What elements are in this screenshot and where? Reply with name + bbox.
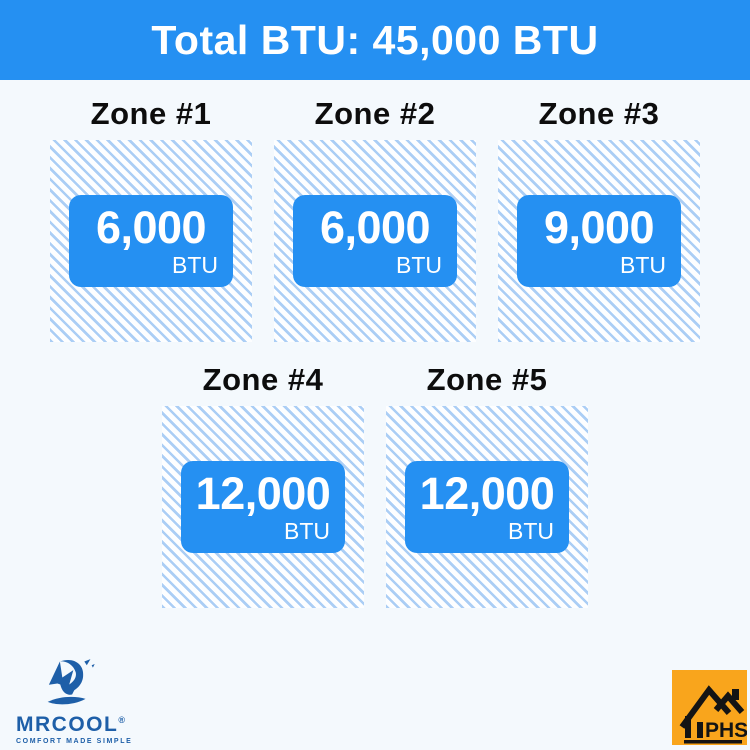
zone-1-btu-value: 6,000 xyxy=(95,201,207,253)
mrcool-wordmark: MRCOOL® xyxy=(16,713,125,736)
zone-4-card: Zone #4 12,000 BTU xyxy=(162,362,364,608)
zone-4-label: Zone #4 xyxy=(202,362,324,397)
zone-3-hatched-area: 9,000 BTU xyxy=(498,140,700,342)
zone-5-card: Zone #5 12,000 BTU xyxy=(386,362,588,608)
zone-2-hatched-area: 6,000 BTU xyxy=(274,140,476,342)
zone-2-label: Zone #2 xyxy=(314,96,436,131)
zone-3-btu-badge: 9,000 BTU xyxy=(517,194,681,288)
zone-3-btu-value: 9,000 xyxy=(543,201,655,253)
zone-row-1: Zone #1 6,000 BTU Zone #2 6,000 BTU Zone… xyxy=(0,96,750,342)
zone-2-card: Zone #2 6,000 BTU xyxy=(274,96,476,342)
mrcool-name: MRCOOL xyxy=(16,713,119,736)
zone-3-label: Zone #3 xyxy=(538,96,660,131)
zone-5-btu-badge: 12,000 BTU xyxy=(405,460,569,554)
page-title: Total BTU: 45,000 BTU xyxy=(151,16,599,63)
header-banner: Total BTU: 45,000 BTU xyxy=(0,0,750,80)
zone-5-label: Zone #5 xyxy=(426,362,548,397)
zone-2-btu-badge: 6,000 BTU xyxy=(293,194,457,288)
zone-3-btu-unit: BTU xyxy=(620,251,666,278)
mrcool-logo: MRCOOL® COMFORT MADE SIMPLE xyxy=(16,653,133,746)
zone-1-label: Zone #1 xyxy=(90,96,212,131)
zone-row-2: Zone #4 12,000 BTU Zone #5 12,000 BTU xyxy=(0,362,750,608)
zone-4-btu-unit: BTU xyxy=(284,517,330,544)
zone-5-btu-value: 12,000 xyxy=(419,467,555,519)
mrcool-penguin-icon xyxy=(20,659,112,712)
zone-5-hatched-area: 12,000 BTU xyxy=(386,406,588,608)
phs-underline xyxy=(684,740,742,744)
zone-1-btu-unit: BTU xyxy=(172,251,218,278)
phs-label: PHS xyxy=(705,719,747,742)
zone-5-btu-unit: BTU xyxy=(508,517,554,544)
zone-4-btu-badge: 12,000 BTU xyxy=(181,460,345,554)
zone-4-hatched-area: 12,000 BTU xyxy=(162,406,364,608)
zone-2-btu-unit: BTU xyxy=(396,251,442,278)
zone-1-btu-badge: 6,000 BTU xyxy=(69,194,233,288)
registered-mark: ® xyxy=(118,715,125,725)
zone-1-hatched-area: 6,000 BTU xyxy=(50,140,252,342)
zone-1-card: Zone #1 6,000 BTU xyxy=(50,96,252,342)
zone-2-btu-value: 6,000 xyxy=(319,201,431,253)
mrcool-tagline: COMFORT MADE SIMPLE xyxy=(16,738,133,746)
zone-4-btu-value: 12,000 xyxy=(195,467,331,519)
phs-roof-icon: PHS xyxy=(679,685,748,744)
zone-3-card: Zone #3 9,000 BTU xyxy=(498,96,700,342)
phs-logo: PHS xyxy=(672,670,748,745)
